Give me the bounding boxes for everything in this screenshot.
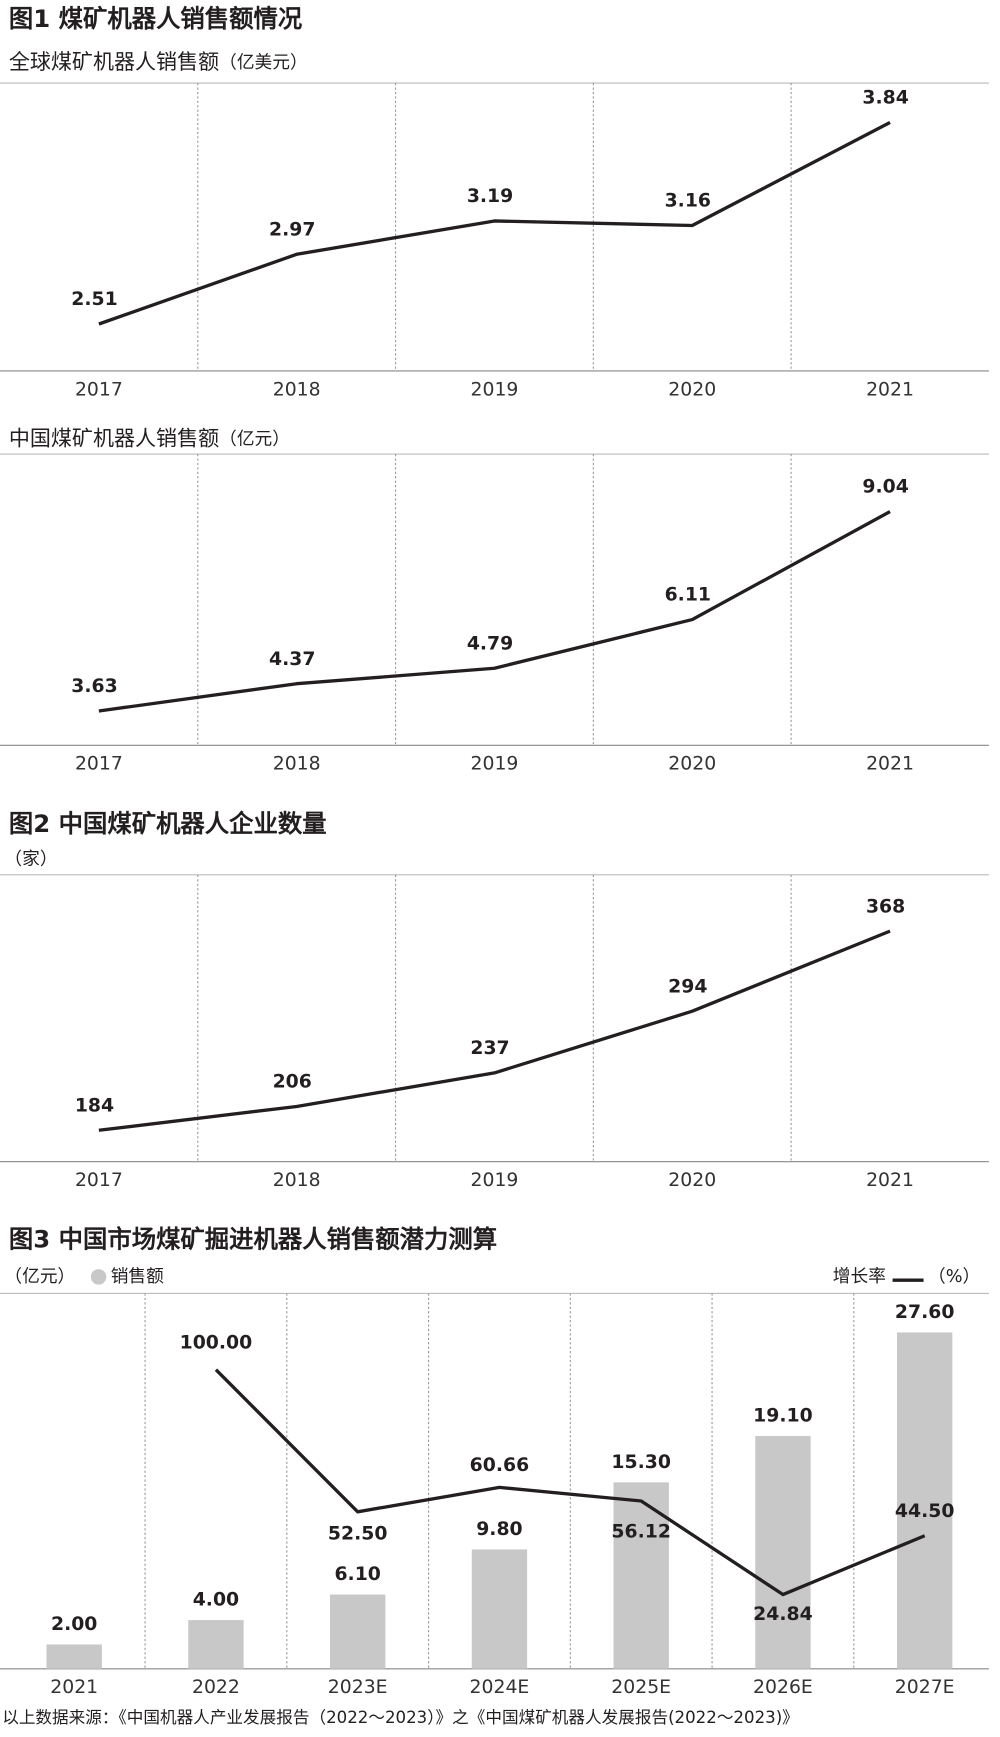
unit: （%） (928, 1267, 980, 1287)
line-label: 44.50 (895, 1501, 955, 1522)
x-tick-label: 2027E (895, 1677, 955, 1698)
data-label: 2.51 (71, 289, 117, 310)
line-label: 100.00 (180, 1333, 253, 1354)
line-label: 56.12 (611, 1521, 671, 1542)
x-tick-label: 2020 (668, 754, 716, 775)
unit: （家） (4, 848, 57, 869)
chart-title: 中国煤矿机器人销售额（亿元） (9, 426, 290, 451)
bar-label: 9.80 (476, 1519, 522, 1540)
data-label: 368 (866, 896, 905, 917)
data-label: 9.04 (862, 477, 908, 498)
x-tick-label: 2018 (273, 1170, 321, 1191)
source-note: 以上数据来源：《中国机器人产业发展报告（2022～2023）》之《中国煤矿机器人… (2, 1708, 799, 1727)
line-label: 60.66 (470, 1455, 530, 1476)
line (98, 929, 891, 1132)
growth-line (214, 1368, 926, 1597)
unit: （亿元） (4, 1266, 75, 1287)
data-label: 237 (470, 1038, 509, 1059)
content: 图1 煤矿机器人销售额情况 全球煤矿机器人销售额（亿美元） 中国煤矿机器人销售额… (0, 4, 989, 1727)
bar (188, 1620, 244, 1669)
unit: （亿元） (219, 429, 290, 450)
line-label: 24.84 (753, 1604, 813, 1625)
x-tick-label: 2020 (668, 379, 716, 400)
x-tick-label: 2025E (611, 1677, 671, 1698)
bar-label: 19.10 (753, 1406, 813, 1427)
data-label: 3.16 (665, 191, 711, 212)
line (98, 510, 891, 713)
bar (613, 1482, 669, 1669)
title-text: 全球煤矿机器人销售额 (9, 49, 219, 74)
x-tick-label: 2020 (668, 1170, 716, 1191)
x-tick-label: 2018 (273, 379, 321, 400)
chart-title: 全球煤矿机器人销售额（亿美元） (9, 49, 308, 74)
figure-heading: 图2 中国煤矿机器人企业数量 (9, 809, 327, 838)
x-tick-label: 2021 (866, 754, 914, 775)
x-tick-label: 2017 (75, 1170, 123, 1191)
line-label: 52.50 (328, 1523, 388, 1544)
figure-heading: 图3 中国市场煤矿掘进机器人销售额潜力测算 (9, 1224, 497, 1253)
unit: （亿美元） (219, 52, 308, 73)
data-label: 3.63 (71, 676, 117, 697)
bar (755, 1436, 811, 1669)
x-tick-label: 2021 (50, 1677, 98, 1698)
data-label: 3.84 (862, 88, 908, 109)
bar-label: 27.60 (895, 1302, 955, 1323)
bar (330, 1594, 386, 1669)
x-tick-label: 2017 (75, 754, 123, 775)
bar-label: 4.00 (193, 1590, 239, 1611)
bar-label: 2.00 (51, 1614, 97, 1635)
data-label: 184 (75, 1095, 114, 1116)
data-label: 2.97 (269, 219, 315, 240)
data-label: 294 (668, 976, 707, 997)
x-tick-label: 2021 (866, 379, 914, 400)
x-tick-label: 2022 (192, 1677, 240, 1698)
data-label: 3.19 (467, 186, 513, 207)
x-tick-label: 2021 (866, 1170, 914, 1191)
x-tick-label: 2019 (471, 754, 519, 775)
x-tick-label: 2024E (470, 1677, 530, 1698)
bar-label: 15.30 (611, 1452, 671, 1473)
figure-heading: 图1 煤矿机器人销售额情况 (9, 4, 303, 33)
title-text: 中国煤矿机器人销售额 (9, 426, 219, 451)
legend-label: 增长率 (833, 1266, 886, 1287)
bar (46, 1644, 102, 1669)
x-tick-label: 2017 (75, 379, 123, 400)
x-tick-label: 2019 (471, 379, 519, 400)
x-tick-label: 2019 (471, 1170, 519, 1191)
bar-label: 6.10 (334, 1564, 380, 1585)
bar (471, 1549, 528, 1669)
bar (896, 1332, 953, 1669)
legend-swatch (90, 1269, 107, 1285)
line (98, 120, 891, 326)
legend-label: 销售额 (111, 1266, 164, 1287)
data-label: 6.11 (665, 585, 711, 606)
data-label: 206 (273, 1072, 312, 1093)
x-tick-label: 2026E (753, 1677, 813, 1698)
x-tick-label: 2018 (273, 754, 321, 775)
data-label: 4.79 (467, 633, 513, 654)
x-tick-label: 2023E (328, 1677, 388, 1698)
data-label: 4.37 (269, 649, 315, 670)
